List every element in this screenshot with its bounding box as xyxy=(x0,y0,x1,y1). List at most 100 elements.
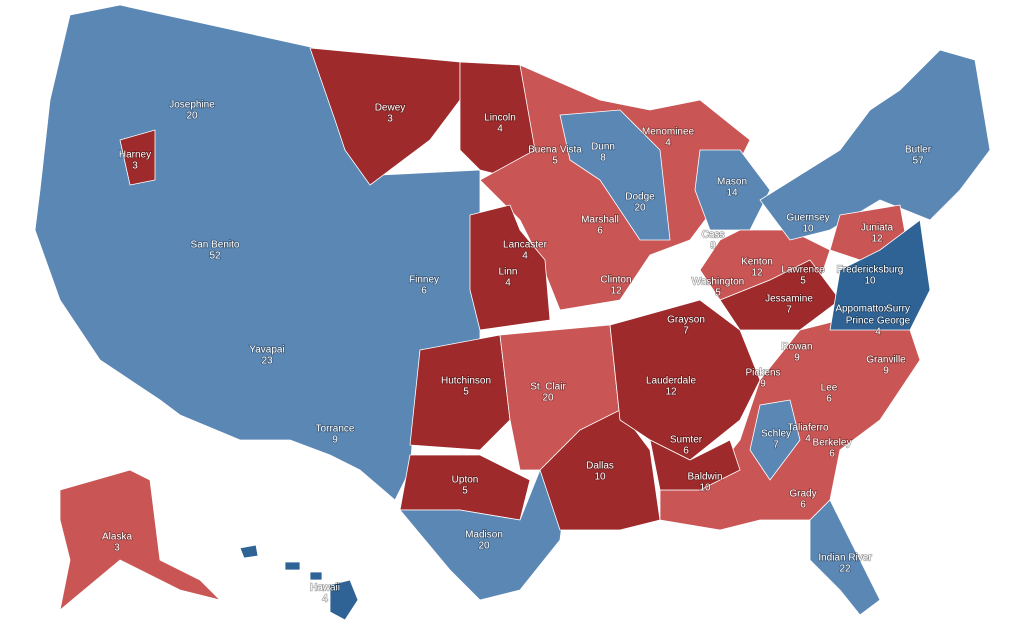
region xyxy=(309,571,323,581)
region-value: 10 xyxy=(594,472,606,483)
region-value: 7 xyxy=(786,305,792,316)
region-value: 9 xyxy=(883,366,889,377)
region xyxy=(829,219,931,331)
region xyxy=(329,579,359,621)
region-name: Pickens xyxy=(745,368,780,379)
region-name: Lawrence xyxy=(781,265,825,276)
region-value: 20 xyxy=(542,393,554,404)
region-name: Clinton xyxy=(600,275,631,286)
region-name: Linn xyxy=(499,267,518,278)
region-name: Indian River xyxy=(818,553,872,564)
region xyxy=(59,469,221,611)
region-name: Harney xyxy=(119,150,151,161)
region-name: Buena Vista xyxy=(528,145,582,156)
region xyxy=(749,399,801,481)
region-name: Marshall xyxy=(581,215,619,226)
region-value: 4 xyxy=(875,327,881,338)
region-value: 7 xyxy=(683,326,689,337)
region xyxy=(649,439,741,491)
region-value: 4 xyxy=(522,251,528,262)
region-value: 12 xyxy=(751,268,763,279)
region-name: Lauderdale xyxy=(646,376,696,387)
region-name: Granville xyxy=(866,355,906,366)
region-name: Lee xyxy=(821,383,838,394)
region-value: 3 xyxy=(114,543,120,554)
region-value: 52 xyxy=(209,251,221,262)
region-name: Lincoln xyxy=(484,113,516,124)
region-name: Dunn xyxy=(591,142,615,153)
region xyxy=(759,49,991,241)
region-name: St. Clair xyxy=(530,382,566,393)
region xyxy=(559,109,671,241)
region-value: 20 xyxy=(634,203,646,214)
region-name: Menominee xyxy=(642,127,695,138)
region-name: Dewey xyxy=(375,103,406,114)
region-value: 8 xyxy=(600,153,606,164)
region-name: Sumter xyxy=(670,435,703,446)
region-value: 6 xyxy=(597,226,603,237)
region-name: Yavapai xyxy=(249,345,284,356)
region-value: 5 xyxy=(552,156,558,167)
region-name: Madison xyxy=(465,530,503,541)
region-value: 12 xyxy=(610,286,622,297)
region-value: 3 xyxy=(132,161,138,172)
region xyxy=(284,561,301,571)
region-name: Josephine xyxy=(169,100,215,111)
region-value: 57 xyxy=(912,156,924,167)
region-name: Cass xyxy=(702,230,725,241)
region-value: 10 xyxy=(802,224,814,235)
region-value: 23 xyxy=(261,356,273,367)
region-name: Grayson xyxy=(667,315,705,326)
region xyxy=(409,334,511,451)
region xyxy=(609,299,761,461)
region-name: Jessamine xyxy=(765,294,813,305)
region-value: 12 xyxy=(871,234,883,245)
region-name: Appomattox xyxy=(835,304,888,315)
region-name: Rowan xyxy=(781,342,812,353)
region-value: 6 xyxy=(683,446,689,457)
region xyxy=(539,409,661,531)
region-value: 5 xyxy=(463,387,469,398)
region-name: Taliaferro xyxy=(787,423,829,434)
region-name: Baldwin xyxy=(687,472,722,483)
region-name: Upton xyxy=(452,475,479,486)
region-name: San Benito xyxy=(191,240,240,251)
region-name: Dodge xyxy=(625,192,655,203)
region-name: Juniata xyxy=(861,223,894,234)
region xyxy=(239,544,259,559)
region-value: 9 xyxy=(760,379,766,390)
region-value: 10 xyxy=(864,276,876,287)
region-name: Prince George xyxy=(846,316,911,327)
region-name: Grady xyxy=(789,489,816,500)
region-value: 9 xyxy=(794,353,800,364)
region-name: Dallas xyxy=(586,461,614,472)
region-value: 6 xyxy=(829,449,835,460)
region-value: 4 xyxy=(322,594,328,605)
region-value: 20 xyxy=(478,541,490,552)
region-value: 20 xyxy=(186,111,198,122)
region-value: 3 xyxy=(387,114,393,125)
region-value: 6 xyxy=(800,500,806,511)
region-value: 9 xyxy=(710,241,716,252)
region-name: Fredericksburg xyxy=(837,265,904,276)
region-value: 5 xyxy=(462,486,468,497)
region-name: Surry xyxy=(886,304,910,315)
region xyxy=(469,204,551,331)
region-value: 4 xyxy=(665,138,671,149)
region-value: 4 xyxy=(497,124,503,135)
region-value: 12 xyxy=(665,387,677,398)
region-name: Lancaster xyxy=(503,240,548,251)
region-value: 6 xyxy=(826,394,832,405)
region-value: 9 xyxy=(332,435,338,446)
region-value: 5 xyxy=(800,276,806,287)
region-value: 14 xyxy=(726,188,738,199)
region-value: 22 xyxy=(839,564,851,575)
region-value: 6 xyxy=(421,286,427,297)
region-name: Schley xyxy=(761,429,791,440)
region-name: Torrance xyxy=(316,424,355,435)
region-name: Washington xyxy=(692,277,744,288)
region-name: Berkeley xyxy=(813,438,852,449)
region-name: Alaska xyxy=(102,532,132,543)
region-value: 7 xyxy=(773,440,779,451)
